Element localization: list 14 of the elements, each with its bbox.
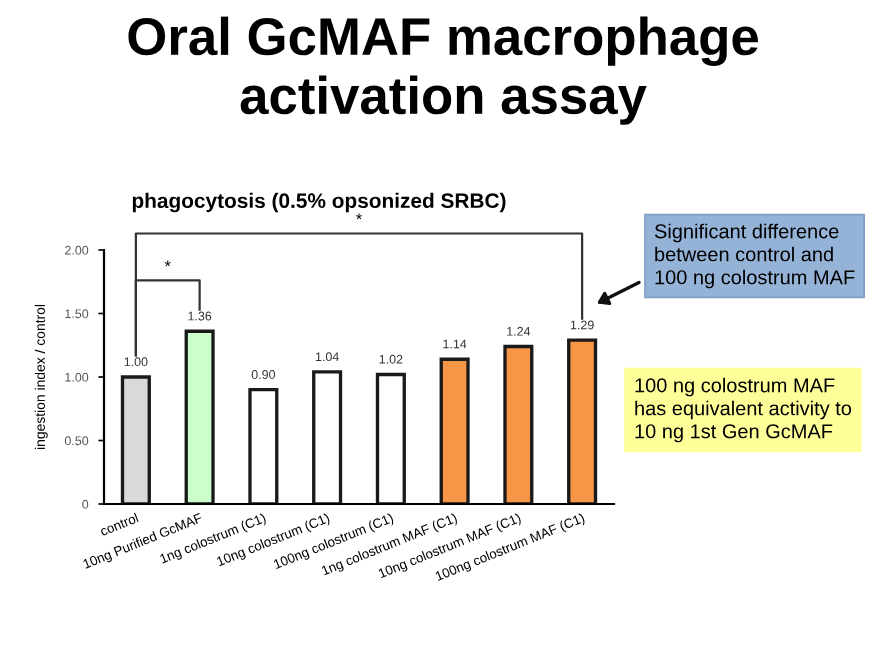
text: Significant difference between control and 100 ng colostrum MAF xyxy=(654,223,855,289)
bar xyxy=(439,357,470,504)
bar xyxy=(184,329,215,504)
text: * xyxy=(356,213,362,220)
annotation: * xyxy=(164,260,171,267)
bar xyxy=(503,344,534,504)
bar xyxy=(312,370,343,504)
bar xyxy=(248,388,279,504)
bar xyxy=(567,338,598,504)
bar xyxy=(375,372,406,504)
text: 100 ng colostrum MAF has equivalent activity to 10 ng 1st Gen GcMAF xyxy=(635,377,852,443)
chart-subtitle: phagocytosis (0.5% opsonized SRBC) xyxy=(132,192,506,213)
bar xyxy=(120,375,151,504)
chart-title: Oral GcMAF macrophage activation assay xyxy=(128,16,758,125)
